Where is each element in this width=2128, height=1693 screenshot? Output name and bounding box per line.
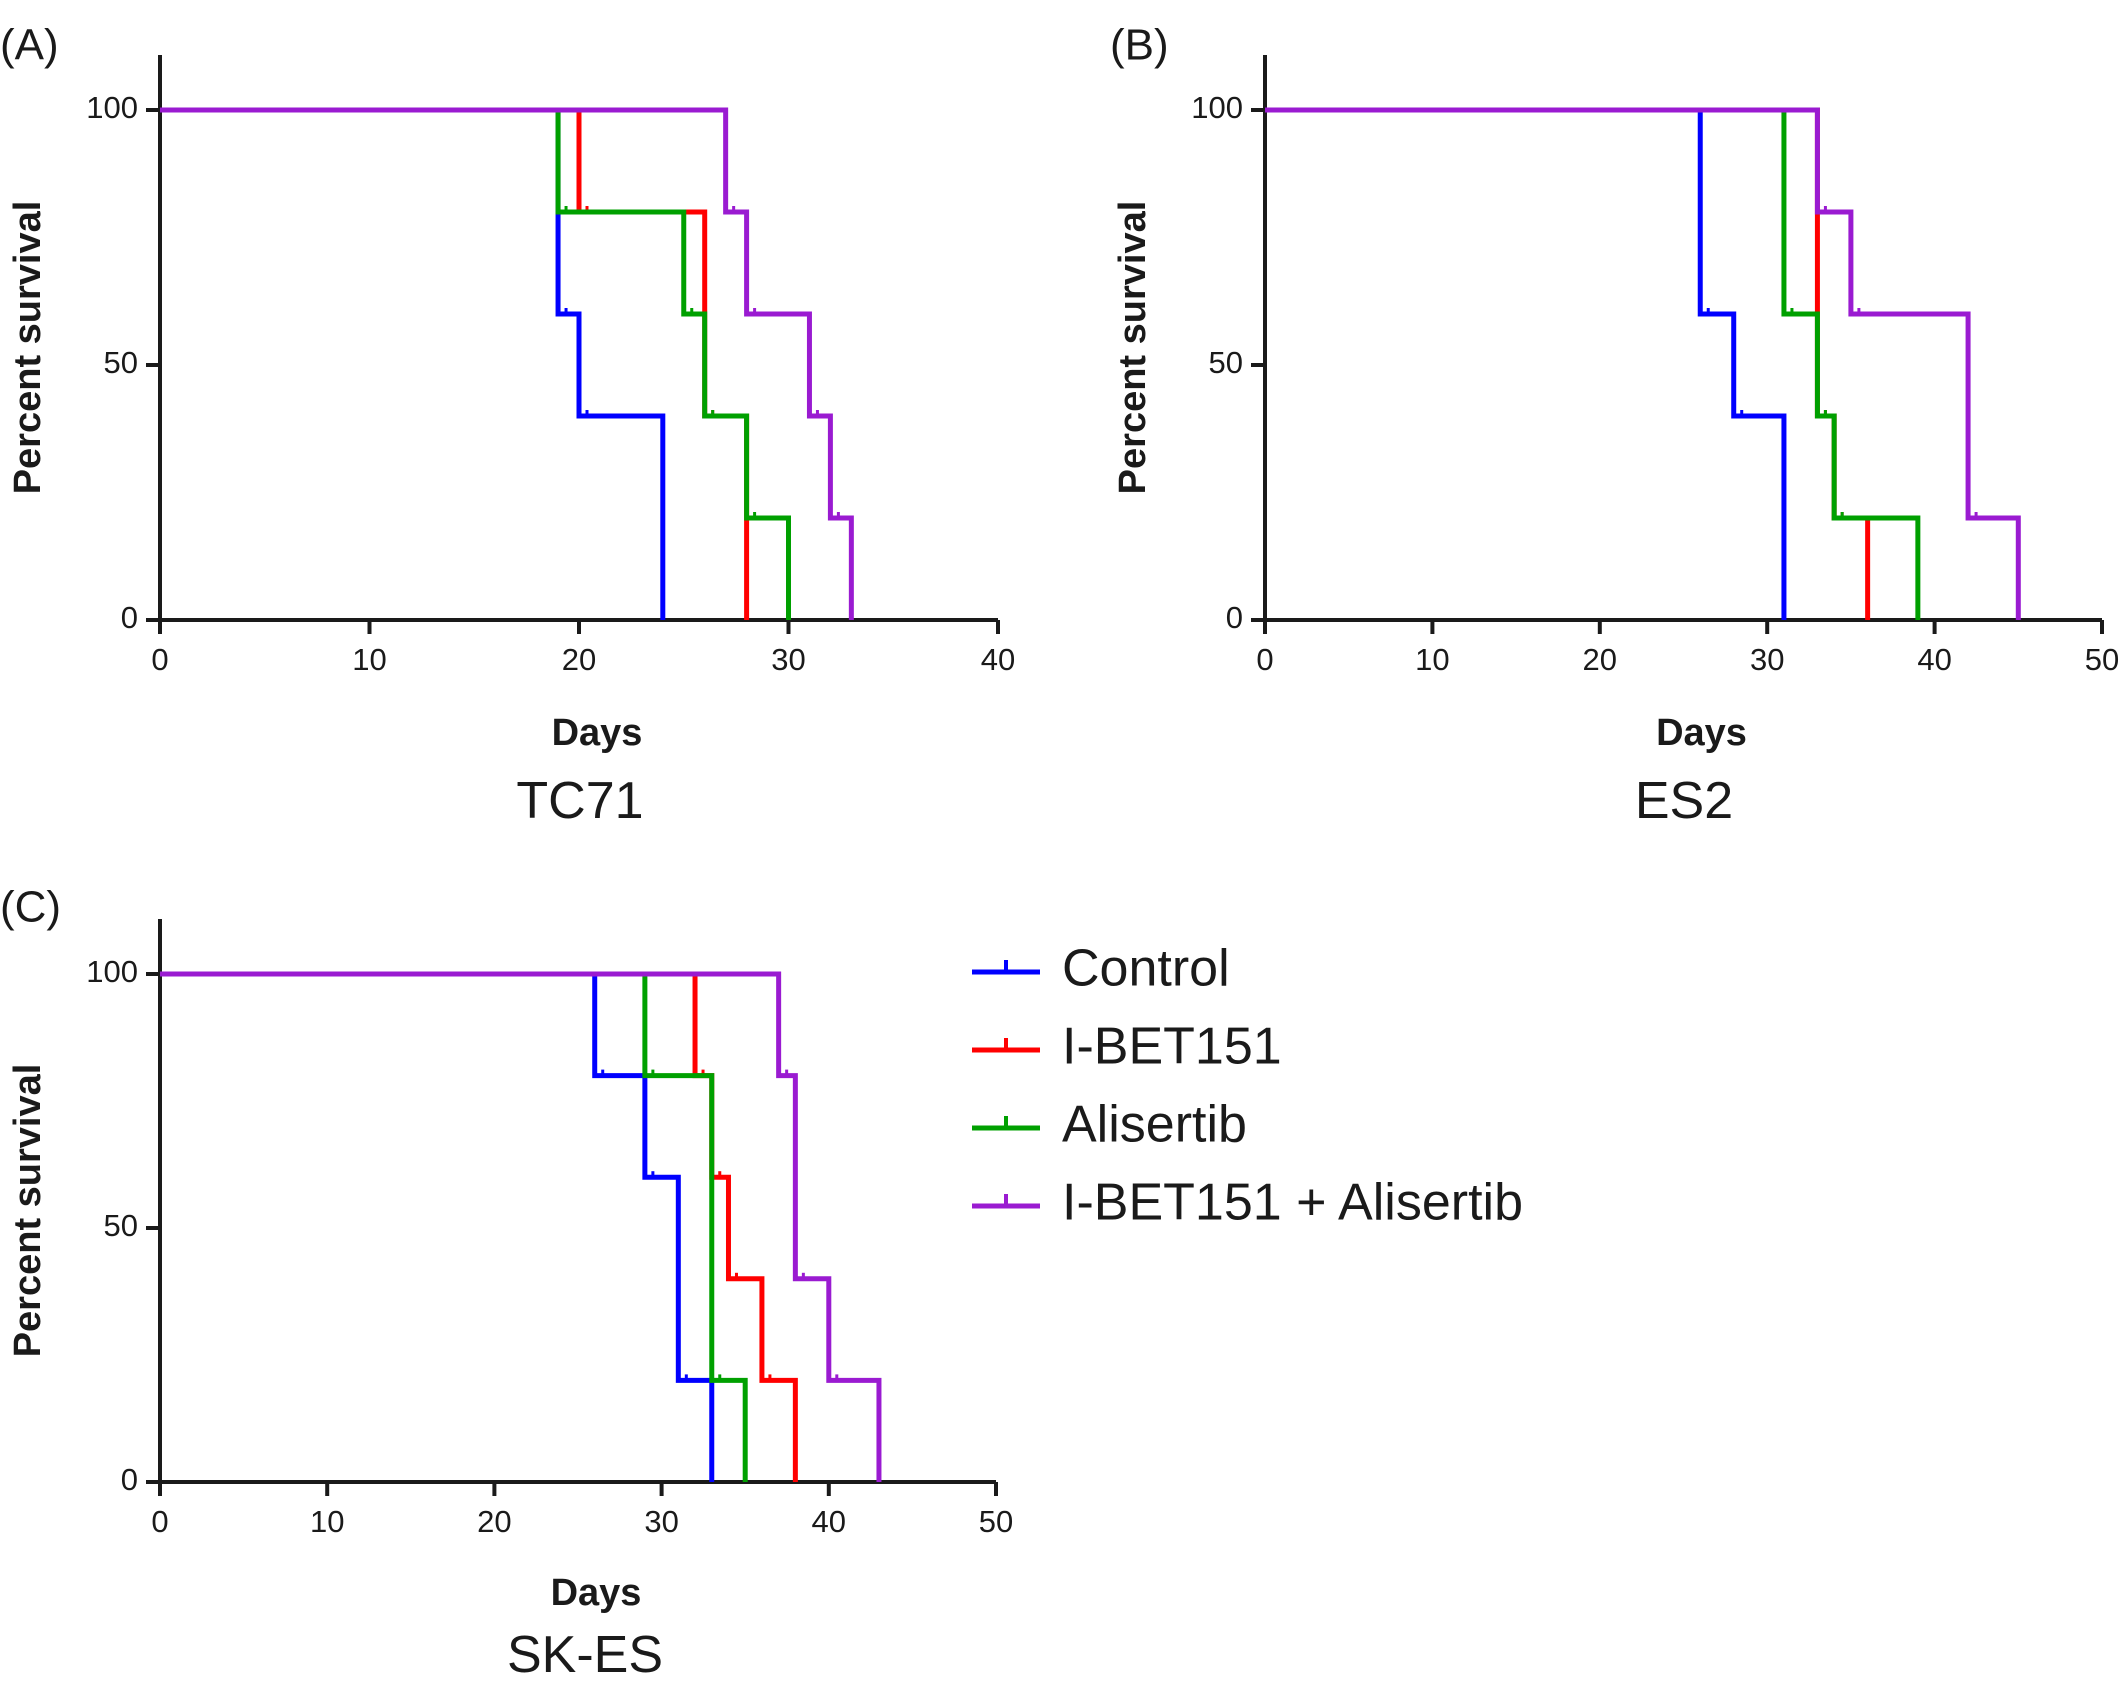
panel-letter: (A)	[0, 21, 59, 70]
chart-title: ES2	[1635, 772, 1733, 830]
x-tick-label: 0	[151, 1504, 168, 1539]
legend-label: Control	[1062, 940, 1230, 998]
x-tick-label: 10	[1415, 642, 1449, 677]
chart-panel-c: (C) 0 50 100 0 10 20 30 40 50 Days Percent survival…	[0, 883, 1013, 1684]
x-axis-label: Days	[552, 712, 643, 754]
chart-title: TC71	[516, 772, 643, 830]
legend-item: I-BET151	[972, 1018, 1282, 1076]
panel-letter: (B)	[1110, 21, 1169, 70]
y-tick-label: 0	[121, 600, 138, 635]
series-line-i-bet151	[160, 971, 798, 1482]
legend-label: I-BET151	[1062, 1018, 1282, 1076]
x-tick-label: 20	[477, 1504, 511, 1539]
x-tick-label: 0	[151, 642, 168, 677]
legend-item: Alisertib	[972, 1096, 1247, 1154]
y-tick-label: 100	[86, 90, 138, 125]
series-line-control	[1265, 107, 1787, 620]
y-tick-label: 0	[121, 1462, 138, 1497]
x-tick-label: 40	[1917, 642, 1951, 677]
x-tick-label: 10	[310, 1504, 344, 1539]
legend: Control I-BET151 Alisertib I-BET151 + Alise…	[972, 940, 1523, 1232]
x-tick-label: 40	[981, 642, 1015, 677]
legend-item: I-BET151 + Alisertib	[972, 1174, 1523, 1232]
y-axis-label: Percent survival	[7, 201, 49, 495]
x-tick-label: 30	[644, 1504, 678, 1539]
series-line-i-bet151	[160, 107, 750, 620]
y-axis-label: Percent survival	[7, 1064, 49, 1358]
chart-panel-b: (B) 0 50 100 0 10 20 30 40 50 Days Percent survival…	[1110, 21, 2119, 830]
legend-label: I-BET151 + Alisertib	[1062, 1174, 1523, 1232]
series-line-alisertib	[1265, 107, 1921, 620]
x-axis-label: Days	[551, 1572, 642, 1614]
series-line-alisertib	[160, 107, 791, 620]
y-tick-label: 100	[86, 954, 138, 989]
y-tick-label: 0	[1226, 600, 1243, 635]
x-tick-label: 20	[1583, 642, 1617, 677]
panel-letter: (C)	[0, 883, 61, 932]
series-line-control	[160, 971, 715, 1482]
x-tick-label: 30	[1750, 642, 1784, 677]
x-tick-label: 20	[562, 642, 596, 677]
legend-item: Control	[972, 940, 1230, 998]
x-tick-label: 30	[771, 642, 805, 677]
y-tick-label: 50	[104, 345, 138, 380]
x-axis-label: Days	[1656, 712, 1747, 754]
legend-label: Alisertib	[1062, 1096, 1247, 1154]
y-tick-label: 50	[1209, 345, 1243, 380]
series-line-i-bet151-alisertib	[160, 971, 882, 1482]
x-tick-label: 10	[352, 642, 386, 677]
series-line-alisertib	[160, 971, 748, 1482]
x-tick-label: 40	[812, 1504, 846, 1539]
chart-title: SK-ES	[507, 1626, 663, 1684]
chart-panel-a: (A) 0 50 100 0 10 20 30 40 Days Percent survival TC…	[0, 21, 1015, 830]
x-tick-label: 50	[2085, 642, 2119, 677]
x-tick-label: 0	[1256, 642, 1273, 677]
y-tick-label: 50	[104, 1208, 138, 1243]
series-line-i-bet151	[1265, 107, 1871, 620]
y-tick-label: 100	[1191, 90, 1243, 125]
series-line-i-bet151-alisertib	[1265, 107, 2021, 620]
y-axis-label: Percent survival	[1112, 201, 1154, 495]
series-line-control	[160, 107, 666, 620]
x-tick-label: 50	[979, 1504, 1013, 1539]
